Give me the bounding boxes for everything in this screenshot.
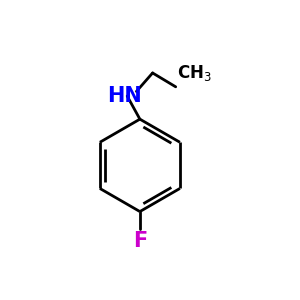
Text: HN: HN bbox=[107, 86, 142, 106]
Text: F: F bbox=[133, 231, 147, 251]
Text: CH$_3$: CH$_3$ bbox=[177, 63, 212, 83]
